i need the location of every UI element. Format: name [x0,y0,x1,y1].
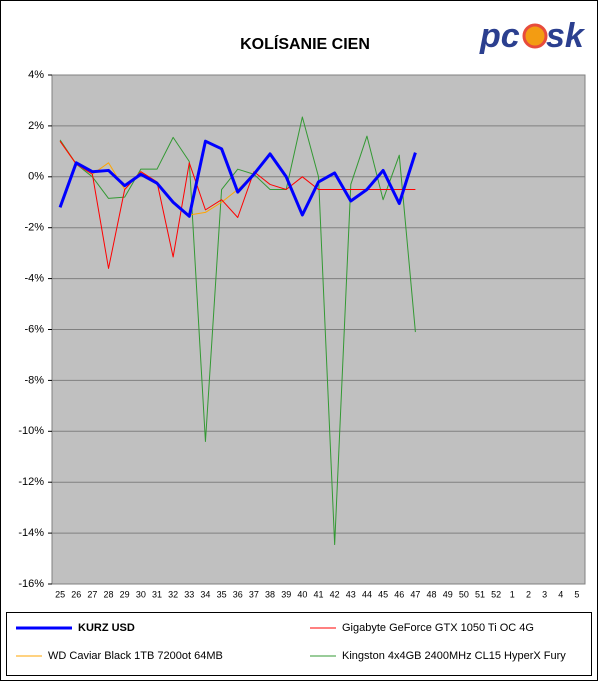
x-tick-label: 36 [233,589,243,599]
x-tick-label: 30 [136,589,146,599]
series-line [59,140,416,269]
series-line [59,116,416,546]
x-tick-label: 39 [281,589,291,599]
x-tick-label: 28 [104,589,114,599]
x-tick-label: 47 [410,589,420,599]
x-tick-label: 42 [330,589,340,599]
y-tick-label: -14% [18,527,44,539]
x-tick-label: 35 [217,589,227,599]
x-tick-label: 51 [475,589,485,599]
x-tick-label: 44 [362,589,372,599]
x-tick-label: 38 [265,589,275,599]
chart-title: KOLÍSANIE CIEN [240,34,370,53]
y-tick-label: -8% [24,374,44,386]
x-tick-label: 45 [378,589,388,599]
y-tick-label: -6% [24,323,44,335]
y-tick-label: -10% [18,425,44,437]
x-tick-label: 1 [510,589,515,599]
legend [6,612,592,676]
series-line [58,139,417,218]
y-tick-label: -16% [18,578,44,590]
x-tick-label: 26 [71,589,81,599]
y-tick-label: 4% [28,69,44,81]
x-tick-label: 46 [394,589,404,599]
x-tick-label: 52 [491,589,501,599]
x-tick-label: 25 [55,589,65,599]
logo-flame [522,23,548,49]
x-tick-label: 40 [297,589,307,599]
y-tick-label: -2% [24,222,44,234]
y-tick-label: -4% [24,273,44,285]
x-tick-label: 33 [184,589,194,599]
x-tick-label: 50 [459,589,469,599]
legend-label: WD Caviar Black 1TB 7200ot 64MB [48,650,223,662]
x-tick-label: 3 [542,589,547,599]
logo-right: sk [546,17,586,55]
x-tick-label: 31 [152,589,162,599]
x-tick-label: 41 [313,589,323,599]
legend-label: KURZ USD [78,622,135,634]
x-tick-label: 37 [249,589,259,599]
x-tick-label: 48 [427,589,437,599]
x-tick-label: 34 [200,589,210,599]
y-tick-label: -12% [18,476,44,488]
y-tick-label: 0% [28,171,44,183]
x-tick-label: 27 [87,589,97,599]
y-tick-label: 2% [28,120,44,132]
x-tick-label: 32 [168,589,178,599]
logo-left: pc [479,17,520,55]
legend-label: Gigabyte GeForce GTX 1050 Ti OC 4G [342,622,534,634]
x-tick-label: 2 [526,589,531,599]
legend-label: Kingston 4x4GB 2400MHz CL15 HyperX Fury [342,650,566,662]
x-tick-label: 4 [558,589,563,599]
x-tick-label: 29 [120,589,130,599]
x-tick-label: 5 [574,589,579,599]
x-tick-label: 43 [346,589,356,599]
x-tick-label: 49 [443,589,453,599]
